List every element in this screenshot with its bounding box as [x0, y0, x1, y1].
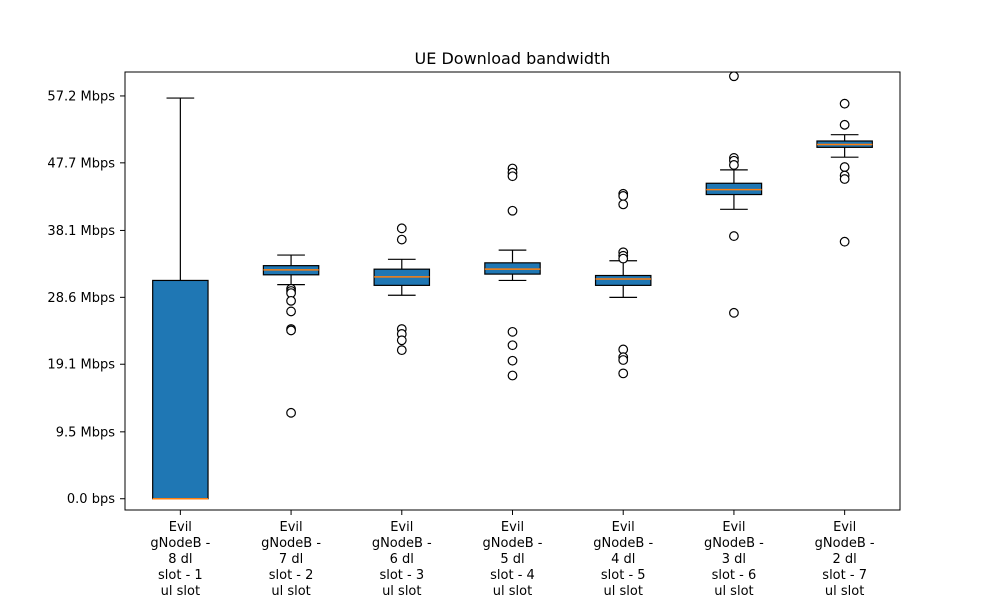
box-group	[705, 71, 763, 318]
x-tick-label-line: 2 dl	[833, 552, 857, 567]
x-tick-label-line: gNodeB -	[261, 536, 321, 551]
x-tick-label: Evil gNodeB -5 dl slot - 4 ul slot	[483, 520, 543, 599]
plot-area	[152, 71, 873, 500]
x-tick-label-line: 6 dl	[390, 552, 414, 567]
y-tick-label: 9.5 Mbps	[56, 425, 116, 440]
x-tick-label: Evil gNodeB -2 dl slot - 7 ul slot	[815, 520, 875, 599]
x-tick-label-line: Evil	[501, 520, 524, 535]
x-tick-label-line: slot - 4	[490, 568, 535, 583]
outlier-point	[618, 199, 629, 210]
x-tick-label-line: Evil	[169, 520, 192, 535]
x-tick-label-line: 5 dl	[500, 552, 524, 567]
outlier-point	[618, 368, 629, 379]
outlier-point	[729, 160, 739, 170]
box-group	[594, 188, 652, 379]
outlier-point	[286, 306, 296, 317]
box-group	[152, 97, 209, 500]
outlier-point	[396, 234, 407, 245]
outlier-point	[507, 171, 518, 182]
x-tick-label-line: gNodeB -	[815, 536, 875, 551]
outlier-point	[839, 119, 850, 130]
x-tick-label: Evil gNodeB -7 dl slot - 2 ul slot	[261, 520, 321, 599]
x-tick-label-line: 4 dl	[611, 552, 635, 567]
y-tick-label: 57.2 Mbps	[47, 89, 115, 104]
x-tick-label-line: Evil	[612, 520, 635, 535]
x-tick-label-line: gNodeB -	[593, 536, 653, 551]
x-tick-label-line: slot - 7	[822, 568, 867, 583]
chart-title: UE Download bandwidth	[415, 49, 611, 68]
box-group	[373, 223, 431, 356]
outlier-point	[839, 162, 850, 172]
box-group	[816, 98, 873, 247]
x-tick-label-line: slot - 1	[158, 568, 203, 583]
x-tick-label-line: ul slot	[161, 584, 200, 599]
x-tick-label: Evil gNodeB -6 dl slot - 3 ul slot	[372, 520, 432, 599]
outlier-point	[286, 325, 296, 336]
x-tick-label: Evil gNodeB -4 dl slot - 5 ul slot	[593, 520, 653, 599]
x-tick-label: Evil gNodeB -3 dl slot - 6 ul slot	[704, 520, 764, 599]
x-tick-label-line: gNodeB -	[704, 536, 764, 551]
outlier-point	[507, 326, 518, 337]
x-tick-label-line: ul slot	[271, 584, 310, 599]
x-tick-label-line: 3 dl	[722, 552, 746, 567]
y-tick-label: 38.1 Mbps	[47, 224, 115, 239]
x-tick-label-line: slot - 2	[269, 568, 314, 583]
y-tick-label: 47.7 Mbps	[47, 156, 115, 171]
outlier-point	[396, 345, 407, 356]
box-group	[262, 254, 320, 418]
outlier-point	[507, 370, 518, 381]
x-tick-label-line: gNodeB -	[483, 536, 543, 551]
y-tick-label: 28.6 Mbps	[47, 291, 115, 306]
x-tick-label-line: Evil	[722, 520, 745, 535]
x-tick-label-line: 7 dl	[279, 552, 303, 567]
x-tick-label-line: 8 dl	[168, 552, 192, 567]
y-tick-label: 19.1 Mbps	[47, 358, 115, 373]
outlier-point	[729, 71, 739, 82]
outlier-point	[618, 355, 629, 365]
x-tick-label-line: ul slot	[714, 584, 753, 599]
outlier-point	[507, 355, 518, 366]
outlier-point	[507, 205, 518, 216]
outlier-point	[396, 223, 407, 234]
x-tick-label-line: Evil	[833, 520, 856, 535]
x-tick-label-line: gNodeB -	[150, 536, 210, 551]
outlier-point	[286, 407, 296, 418]
x-tick-label-line: ul slot	[493, 584, 532, 599]
outlier-point	[729, 307, 739, 318]
outlier-point	[618, 191, 629, 201]
outlier-point	[839, 174, 850, 184]
outlier-point	[507, 340, 518, 351]
box	[594, 274, 652, 286]
x-tick-label: Evil gNodeB -8 dl slot - 1 ul slot	[150, 520, 210, 599]
x-tick-label-line: Evil	[390, 520, 413, 535]
outlier-point	[286, 295, 296, 306]
outlier-point	[839, 98, 850, 109]
x-tick-label-line: slot - 3	[379, 568, 424, 583]
x-tick-label-line: ul slot	[382, 584, 421, 599]
x-tick-label-line: slot - 6	[712, 568, 757, 583]
outlier-point	[396, 335, 407, 346]
outlier-point	[729, 231, 739, 241]
y-tick-label: 0.0 bps	[67, 492, 115, 507]
box	[152, 279, 209, 500]
box-group	[484, 163, 541, 381]
x-tick-label-line: ul slot	[825, 584, 864, 599]
outlier-point	[618, 253, 629, 264]
x-tick-label-line: gNodeB -	[372, 536, 432, 551]
x-tick-label-line: Evil	[280, 520, 303, 535]
axes: 0.0 bps 9.5 Mbps 19.1 Mbps 28.6 Mbps 38.1 Mb…	[47, 89, 874, 599]
x-tick-label-line: slot - 5	[601, 568, 646, 583]
x-tick-label-line: ul slot	[604, 584, 643, 599]
outlier-point	[839, 236, 850, 247]
